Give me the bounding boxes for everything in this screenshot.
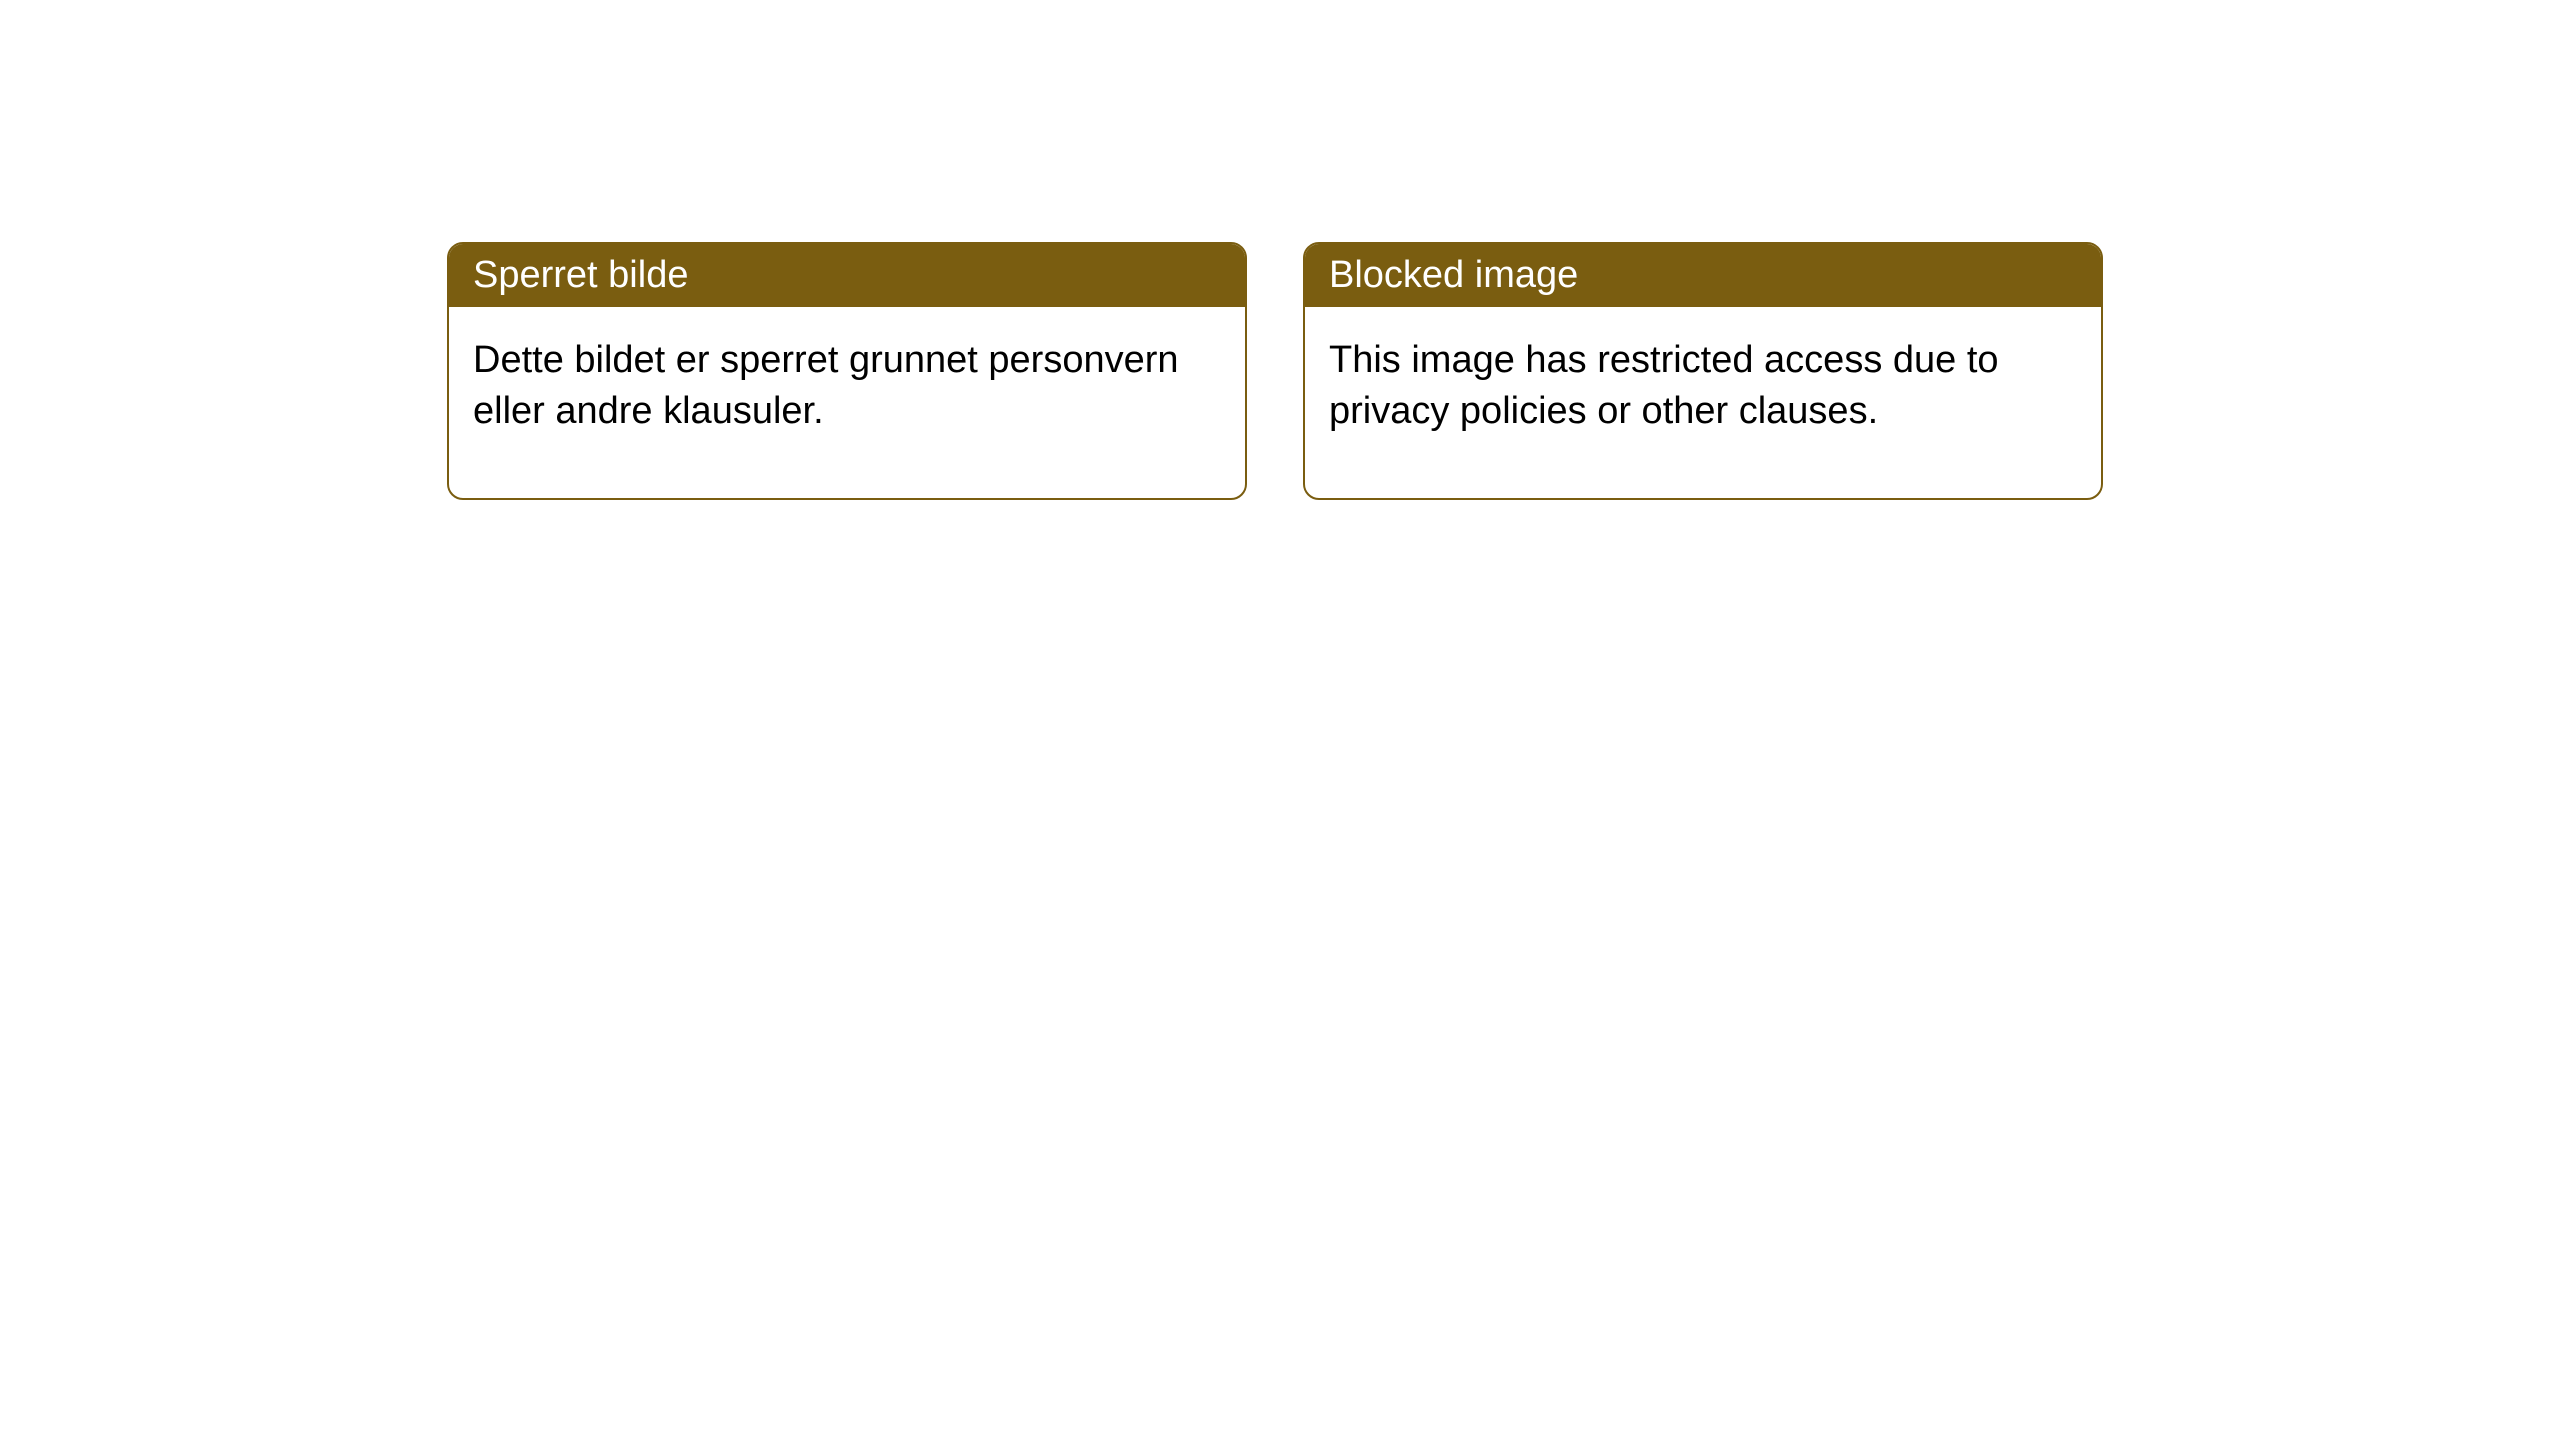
notice-card-english: Blocked image This image has restricted … [1303, 242, 2103, 500]
notice-body-norwegian: Dette bildet er sperret grunnet personve… [449, 307, 1245, 498]
notice-header-english: Blocked image [1305, 244, 2101, 307]
notice-header-norwegian: Sperret bilde [449, 244, 1245, 307]
notice-card-norwegian: Sperret bilde Dette bildet er sperret gr… [447, 242, 1247, 500]
notice-container: Sperret bilde Dette bildet er sperret gr… [447, 242, 2103, 500]
notice-body-english: This image has restricted access due to … [1305, 307, 2101, 498]
